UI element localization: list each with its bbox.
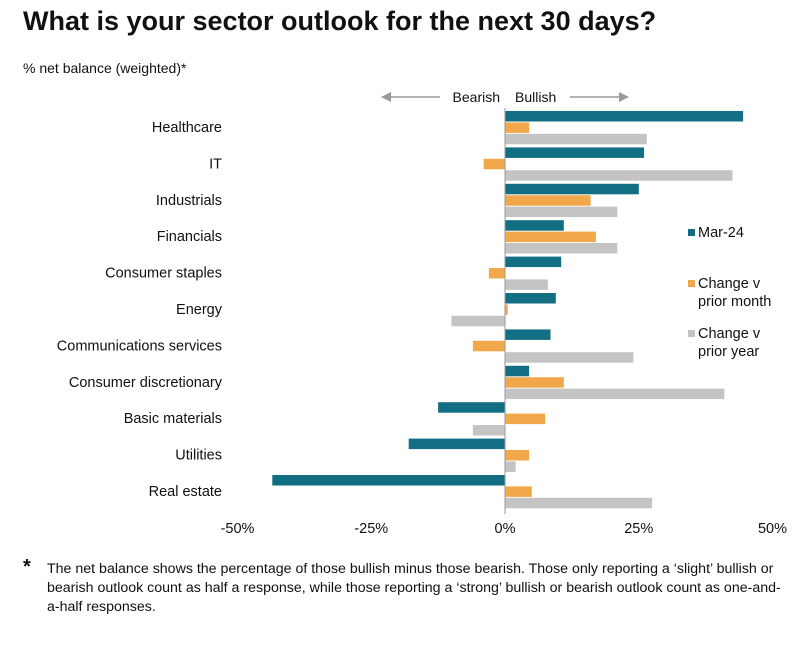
bullish-label: Bullish xyxy=(515,89,556,105)
category-label-it: IT xyxy=(209,156,222,172)
bar-real-estate-mar-24 xyxy=(272,475,505,486)
bar-utilities-change-v-prior-month xyxy=(505,450,530,461)
bar-energy-change-v-prior-month xyxy=(505,304,508,315)
category-label-basic-materials: Basic materials xyxy=(124,411,222,427)
category-label-communications-services: Communications services xyxy=(57,338,222,354)
x-tick-label-0: -50% xyxy=(221,521,255,537)
bar-utilities-change-v-prior-year xyxy=(505,461,516,472)
category-labels: Healthcare IT Industrials Financials Consume… xyxy=(57,120,223,500)
bar-communications-services-change-v-prior-month xyxy=(472,340,505,352)
x-axis-ticks: -50% -25% 0% 25% 50% xyxy=(221,521,788,537)
bar-utilities-mar-24 xyxy=(408,438,505,450)
category-label-consumer-discretionary: Consumer discretionary xyxy=(69,375,223,391)
bearish-arrow-head xyxy=(381,92,391,102)
sector-outlook-bar-chart: Bearish Bullish Healthcare IT Industrials F… xyxy=(57,89,788,537)
category-label-consumer-staples: Consumer staples xyxy=(105,266,222,282)
bar-consumer-staples-mar-24 xyxy=(505,256,562,268)
bar-basic-materials-change-v-prior-month xyxy=(505,413,546,425)
footnote-text: The net balance shows the percentage of … xyxy=(47,561,781,615)
bar-basic-materials-change-v-prior-year xyxy=(472,425,505,436)
chart-title: What is your sector outlook for the next… xyxy=(23,6,657,36)
chart-subtitle: % net balance (weighted)* xyxy=(23,60,187,76)
bar-communications-services-mar-24 xyxy=(505,329,551,340)
bar-consumer-discretionary-mar-24 xyxy=(505,365,530,377)
legend-label-change-v-prior-year: Change v prior year xyxy=(698,326,761,360)
category-label-utilities: Utilities xyxy=(175,448,222,464)
x-tick-label-2: 0% xyxy=(495,521,516,537)
bar-consumer-staples-change-v-prior-month xyxy=(488,268,505,279)
legend-label-change-v-prior-month: Change v prior month xyxy=(698,276,771,310)
bar-financials-mar-24 xyxy=(505,220,564,231)
bar-financials-change-v-prior-month xyxy=(505,231,596,243)
x-tick-label-4: 50% xyxy=(758,521,787,537)
bar-healthcare-change-v-prior-month xyxy=(505,122,530,133)
category-label-industrials: Industrials xyxy=(156,193,222,209)
bar-industrials-change-v-prior-year xyxy=(505,206,618,218)
footnote-marker: * xyxy=(23,556,31,578)
category-label-financials: Financials xyxy=(157,229,222,245)
bar-communications-services-change-v-prior-year xyxy=(505,352,634,363)
bars xyxy=(272,111,744,509)
bar-healthcare-change-v-prior-year xyxy=(505,133,647,145)
bar-real-estate-change-v-prior-month xyxy=(505,486,532,497)
bar-consumer-discretionary-change-v-prior-month xyxy=(505,377,564,388)
bar-energy-mar-24 xyxy=(505,293,556,304)
bar-it-mar-24 xyxy=(505,147,645,158)
bar-basic-materials-mar-24 xyxy=(438,402,505,413)
footnote: * The net balance shows the percentage o… xyxy=(23,556,783,617)
bullish-arrow-head xyxy=(619,92,629,102)
bar-energy-change-v-prior-year xyxy=(451,315,505,327)
legend-swatch-mar-24 xyxy=(688,229,695,236)
category-label-healthcare: Healthcare xyxy=(152,120,222,136)
legend-swatch-change-v-prior-year xyxy=(688,330,695,337)
direction-arrows: Bearish Bullish xyxy=(381,89,629,105)
bar-industrials-change-v-prior-month xyxy=(505,195,591,206)
bar-real-estate-change-v-prior-year xyxy=(505,497,653,509)
category-label-real-estate: Real estate xyxy=(149,484,222,500)
bar-consumer-staples-change-v-prior-year xyxy=(505,279,548,290)
bearish-label: Bearish xyxy=(453,89,500,105)
x-tick-label-1: -25% xyxy=(354,521,388,537)
legend-label-mar-24: Mar-24 xyxy=(698,225,744,241)
x-tick-label-3: 25% xyxy=(624,521,653,537)
bar-healthcare-mar-24 xyxy=(505,111,744,122)
category-label-energy: Energy xyxy=(176,302,223,318)
bar-it-change-v-prior-month xyxy=(483,158,505,170)
bar-consumer-discretionary-change-v-prior-year xyxy=(505,388,725,400)
bar-financials-change-v-prior-year xyxy=(505,243,618,254)
legend-swatch-change-v-prior-month xyxy=(688,280,695,287)
legend: Mar-24 Change v prior month Change v prior y… xyxy=(688,225,771,360)
bar-it-change-v-prior-year xyxy=(505,170,733,181)
bar-industrials-mar-24 xyxy=(505,183,639,195)
